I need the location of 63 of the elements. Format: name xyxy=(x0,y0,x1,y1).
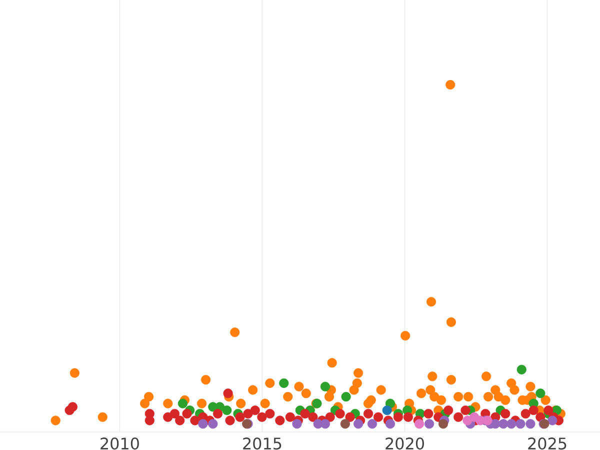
point xyxy=(340,419,350,429)
point xyxy=(516,364,526,374)
point xyxy=(454,412,464,422)
point xyxy=(424,408,434,418)
x-tick-label: 2020 xyxy=(386,438,424,450)
point xyxy=(385,419,396,429)
point xyxy=(308,412,318,422)
point xyxy=(544,406,554,416)
point xyxy=(516,419,526,429)
point xyxy=(208,419,218,429)
point xyxy=(170,408,180,418)
point xyxy=(353,419,364,429)
point xyxy=(363,408,374,418)
point xyxy=(335,408,345,418)
point xyxy=(498,419,508,429)
x-tick-label: 2015 xyxy=(243,438,282,450)
point xyxy=(382,406,392,416)
point xyxy=(536,388,546,398)
point xyxy=(438,419,448,429)
point xyxy=(175,416,185,426)
point xyxy=(198,419,208,429)
point xyxy=(528,406,538,416)
point xyxy=(341,392,351,402)
point xyxy=(265,408,275,418)
point xyxy=(275,416,285,426)
point xyxy=(320,382,330,392)
point xyxy=(285,412,295,422)
point xyxy=(367,419,378,429)
point xyxy=(212,408,223,418)
point xyxy=(300,408,310,418)
x-tick-label: 2010 xyxy=(100,438,139,450)
point xyxy=(506,419,516,429)
point xyxy=(526,419,536,429)
point xyxy=(520,408,530,418)
point xyxy=(373,412,384,422)
point xyxy=(163,412,173,422)
point xyxy=(190,416,200,426)
point xyxy=(325,412,335,422)
x-tick-label: 2025 xyxy=(528,438,566,450)
point xyxy=(393,412,403,422)
point xyxy=(460,406,470,416)
point xyxy=(548,416,558,426)
point xyxy=(235,412,245,422)
point xyxy=(223,388,233,398)
point xyxy=(257,412,267,422)
point xyxy=(444,406,454,416)
point xyxy=(182,408,192,418)
point xyxy=(462,416,472,426)
point xyxy=(414,419,424,429)
point xyxy=(345,412,355,422)
point xyxy=(68,402,78,412)
point xyxy=(225,416,235,426)
point xyxy=(292,419,302,429)
point xyxy=(424,419,434,429)
point xyxy=(222,406,232,416)
point xyxy=(500,408,510,418)
point xyxy=(403,412,413,422)
point xyxy=(279,378,289,388)
point xyxy=(178,398,188,408)
point xyxy=(250,406,260,416)
point xyxy=(243,408,253,418)
point xyxy=(144,408,154,418)
point xyxy=(320,419,330,429)
